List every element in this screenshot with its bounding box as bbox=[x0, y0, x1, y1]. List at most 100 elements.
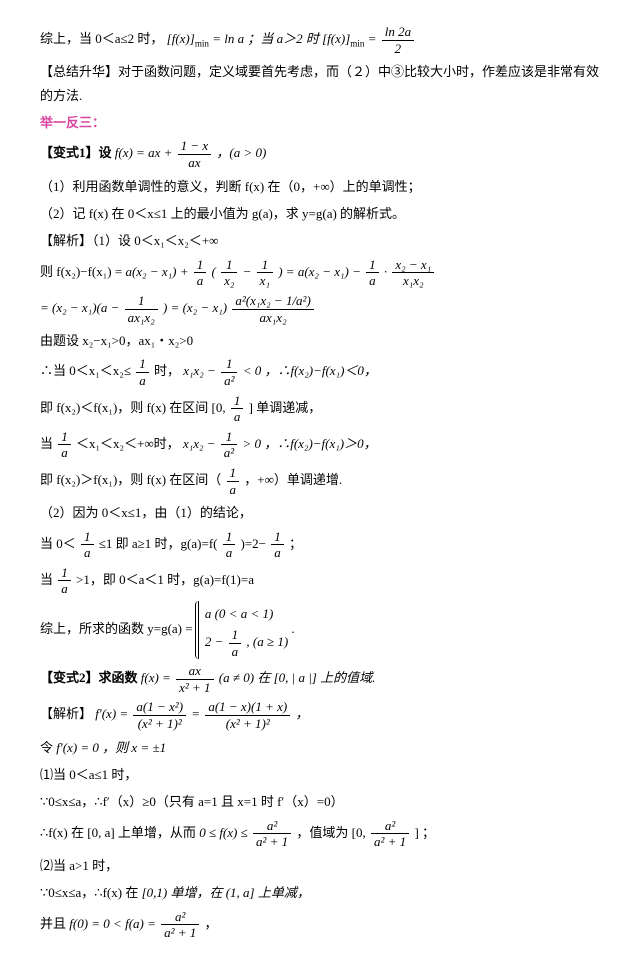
case2b: , (a ≥ 1) bbox=[246, 634, 288, 649]
txt: 当 bbox=[40, 572, 56, 587]
frac: 1x₁ bbox=[257, 257, 273, 289]
frac: 1a bbox=[231, 393, 244, 425]
txt: ] ； bbox=[414, 825, 435, 840]
frac: 1a bbox=[227, 465, 240, 497]
txt: >1，即 0＜a＜1 时，g(a)=f(1)=a bbox=[76, 572, 254, 587]
variant-2-title: 【变式2】求函数 f(x) = axx² + 1 (a ≠ 0) 在 [0, |… bbox=[40, 663, 600, 695]
eq-line-3: ∴当 0＜x₁＜x₂≤ 1a 时， x₁x₂ − 1a² < 0 ，∴f(x₂)… bbox=[40, 356, 600, 388]
eq: 0 ≤ f(x) ≤ bbox=[199, 825, 251, 840]
txt: ≤1 即 a≥1 时，g(a)=f( bbox=[99, 536, 218, 551]
eq: < 0 ，∴f(x₂)−f(x₁)＜0， bbox=[243, 364, 377, 379]
eq: ) = (x₂ − x₁) bbox=[163, 300, 230, 315]
case1: a (0 < a < 1) bbox=[205, 606, 273, 621]
txt: 令 bbox=[40, 740, 56, 755]
eq-line-8: 当 1a >1，即 0＜a＜1 时，g(a)=f(1)=a bbox=[40, 565, 600, 597]
txt: 综上，当 0＜a≤2 时， bbox=[40, 31, 163, 46]
txt: ∴f(x) 在 [0, a] 上单增，从而 bbox=[40, 825, 199, 840]
eq: [0,1) 单增，在 (1, a] 上单减， bbox=[142, 885, 310, 900]
eq: = bbox=[191, 706, 203, 721]
eq: f(x) = ax + bbox=[115, 145, 176, 160]
eq: (a ≠ 0) 在 [0, | a |] 上的值域. bbox=[219, 670, 376, 685]
eq: f′(x) = bbox=[95, 706, 131, 721]
frac: 1x₂ bbox=[221, 257, 237, 289]
case-2-result: 并且 f(0) = 0 < f(a) = a²a² + 1 ， bbox=[40, 909, 600, 941]
eq: [f(x)]min = ln a ；当 a＞2 时 [f(x)]min = bbox=[167, 31, 380, 46]
txt: ，值域为 [0, bbox=[296, 825, 369, 840]
frac: 1a bbox=[194, 257, 207, 289]
txt: 即 f(x₂)＜f(x₁)，则 f(x) 在区间 [0, bbox=[40, 400, 229, 415]
eq: f(x) = bbox=[141, 670, 174, 685]
txt: 则 f(x₂)−f(x₁) = bbox=[40, 264, 125, 279]
frac: axx² + 1 bbox=[176, 663, 213, 695]
frac: 1a bbox=[136, 356, 149, 388]
para-summary-2: 【总结升华】对于函数问题，定义域要首先考虑，而（２）中③比较大小时，作差应该是非… bbox=[40, 60, 600, 107]
txt: ∵0≤x≤a，∴f(x) 在 bbox=[40, 885, 142, 900]
txt-line: 由题设 x₂−x₁>0，ax₁・x₂>0 bbox=[40, 329, 600, 352]
txt: 【变式2】求函数 bbox=[40, 670, 141, 685]
eq: − bbox=[243, 264, 255, 279]
eq-line-case: 综上，所求的函数 y=g(a) = a (0 < a < 1) 2 − 1a ,… bbox=[40, 601, 600, 659]
frac: 1a² bbox=[221, 429, 237, 461]
frac: 1 − xax bbox=[178, 138, 212, 170]
frac: a²(x₁x₂ − 1/a²)ax₁x₂ bbox=[232, 293, 313, 325]
case-1-head: ⑴当 0＜a≤1 时， bbox=[40, 763, 600, 786]
case-1-result: ∴f(x) 在 [0, a] 上单增，从而 0 ≤ f(x) ≤ a²a² + … bbox=[40, 818, 600, 850]
eq: ， bbox=[295, 706, 308, 721]
eq: · bbox=[384, 264, 391, 279]
txt: 并且 bbox=[40, 916, 69, 931]
frac: 1a bbox=[366, 257, 379, 289]
eq: f(0) = 0 < f(a) = bbox=[69, 916, 159, 931]
txt: 【解析】 bbox=[40, 706, 92, 721]
heading-examples: 举一反三： bbox=[40, 111, 600, 134]
txt: ，+∞）单调递增. bbox=[244, 472, 342, 487]
frac: a(1 − x)(1 + x)(x² + 1)² bbox=[205, 699, 290, 731]
frac: 1ax₁x₂ bbox=[125, 293, 158, 325]
txt: 时， bbox=[154, 364, 180, 379]
case-1-body: ∵0≤x≤a，∴f′（x）≥0（只有 a=1 且 x=1 时 f′（x）=0） bbox=[40, 790, 600, 813]
txt: ， bbox=[205, 916, 218, 931]
frac: 1a bbox=[58, 565, 71, 597]
txt: )=2− bbox=[240, 536, 269, 551]
txt: 即 f(x₂)＞f(x₁)，则 f(x) 在区间（ bbox=[40, 472, 221, 487]
frac: 1a² bbox=[221, 356, 237, 388]
q1: （1）利用函数单调性的意义，判断 f(x) 在（0，+∞）上的单调性； bbox=[40, 175, 600, 198]
eq: ) = a(x₂ − x₁) − bbox=[278, 264, 364, 279]
frac: a(1 − x²)(x² + 1)² bbox=[133, 699, 186, 731]
sol2-line1: 【解析】 f′(x) = a(1 − x²)(x² + 1)² = a(1 − … bbox=[40, 699, 600, 731]
eq-line-7: 当 0＜ 1a ≤1 即 a≥1 时，g(a)=f( 1a )=2− 1a ； bbox=[40, 529, 600, 561]
frac: a²a² + 1 bbox=[161, 909, 199, 941]
eq: ( bbox=[212, 264, 216, 279]
sol2-line2: 令 f′(x) = 0 ，则 x = ±1 bbox=[40, 736, 600, 759]
frac: a²a² + 1 bbox=[253, 818, 291, 850]
variant-1-title: 【变式1】设 f(x) = ax + 1 − xax ，(a > 0) bbox=[40, 138, 600, 170]
eq-line-5: 当 1a ＜x₁＜x₂＜+∞时， x₁x₂ − 1a² > 0 ，∴f(x₂)−… bbox=[40, 429, 600, 461]
eq-line-6: 即 f(x₂)＞f(x₁)，则 f(x) 在区间（ 1a ，+∞）单调递增. bbox=[40, 465, 600, 497]
eq: f′(x) = 0 ，则 x = ±1 bbox=[56, 740, 166, 755]
eq: > 0 ，∴f(x₂)−f(x₁)＞0， bbox=[242, 436, 376, 451]
eq: = (x₂ − x₁)(a − bbox=[40, 300, 123, 315]
frac: a²a² + 1 bbox=[371, 818, 409, 850]
txt: ＜x₁＜x₂＜+∞时， bbox=[76, 436, 180, 451]
eq: x₁x₂ − bbox=[183, 436, 219, 451]
txt: ； bbox=[289, 536, 302, 551]
txt: 【变式1】设 bbox=[40, 145, 115, 160]
case-2-head: ⑵当 a>1 时， bbox=[40, 854, 600, 877]
txt: 举一反三： bbox=[40, 115, 105, 130]
frac: 1a bbox=[58, 429, 71, 461]
eq-line-1: 则 f(x₂)−f(x₁) = a(x₂ − x₁) + 1a ( 1x₂ − … bbox=[40, 257, 600, 289]
eq: a(x₂ − x₁) + bbox=[125, 264, 191, 279]
txt: 当 0＜ bbox=[40, 536, 76, 551]
txt: ] 单调递减， bbox=[249, 400, 322, 415]
txt: 综上，所求的函数 y=g(a) = bbox=[40, 621, 196, 636]
frac: x₂ − x₁x₁x₂ bbox=[392, 257, 434, 289]
txt-line: （2）因为 0＜x≤1，由（1）的结论， bbox=[40, 501, 600, 524]
eq-line-2: = (x₂ − x₁)(a − 1ax₁x₂ ) = (x₂ − x₁) a²(… bbox=[40, 293, 600, 325]
frac: 1a bbox=[271, 529, 284, 561]
para-summary-1: 综上，当 0＜a≤2 时， [f(x)]min = ln a ；当 a＞2 时 … bbox=[40, 24, 600, 56]
frac: 1a bbox=[81, 529, 94, 561]
eq: x₁x₂ − bbox=[183, 364, 219, 379]
txt: 【总结升华】对于函数问题，定义域要首先考虑，而（２）中③比较大小时，作差应该是非… bbox=[40, 64, 599, 102]
eq-line-4: 即 f(x₂)＜f(x₁)，则 f(x) 在区间 [0, 1a ] 单调递减， bbox=[40, 393, 600, 425]
frac: 1a bbox=[223, 529, 236, 561]
eq: ，(a > 0) bbox=[216, 145, 266, 160]
